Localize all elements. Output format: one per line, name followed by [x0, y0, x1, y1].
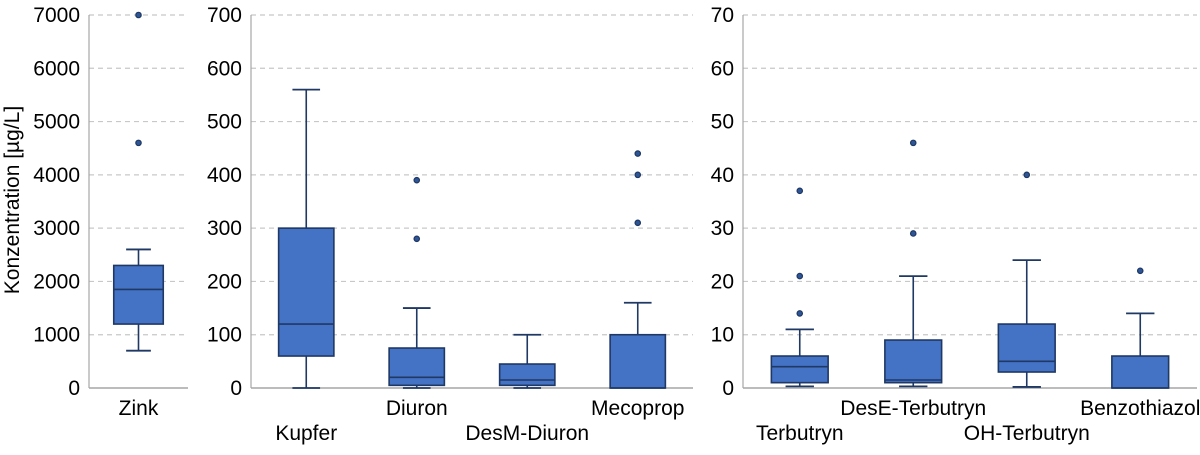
- panel-zink: 0 1000 2000 3000 4000 5000 6000 7000 Zink: [33, 4, 188, 420]
- y-tick-label: 30: [711, 217, 734, 240]
- y-tick-label: 500: [207, 111, 242, 134]
- outlier-point: [135, 139, 142, 147]
- box-series-zink: Zink: [112, 11, 165, 420]
- y-tick-label: 70: [711, 4, 734, 27]
- iqr-box: [277, 227, 335, 357]
- outlier-point: [796, 272, 804, 280]
- y-tick-label: 60: [711, 57, 734, 80]
- outlier-point: [796, 310, 804, 317]
- outlier-point: [413, 235, 421, 243]
- category-label: Benzothiazol: [1080, 397, 1200, 420]
- category-label: Kupfer: [275, 422, 337, 445]
- outlier-point: [909, 230, 917, 237]
- outlier-point: [634, 150, 642, 157]
- box-series-desm-diuron: DesM-Diuron: [465, 333, 589, 445]
- box-series-benzothiazol: Benzothiazol: [1080, 267, 1200, 420]
- y-tick-label: 0: [68, 377, 80, 400]
- category-label: Zink: [119, 397, 159, 420]
- box-series-kupfer: Kupfer: [275, 88, 337, 445]
- y-tick-label: 0: [230, 377, 242, 400]
- y-tick-label: 7000: [33, 4, 80, 27]
- outlier-point: [135, 11, 142, 19]
- iqr-box: [388, 347, 446, 387]
- box-series-dese-terbutryn: DesE-Terbutryn: [840, 139, 986, 420]
- iqr-box: [498, 363, 556, 387]
- outlier-point: [1136, 267, 1144, 275]
- box-series-oh-terbutryn: OH-Terbutryn: [964, 171, 1090, 445]
- outlier-point: [634, 171, 642, 179]
- iqr-box: [884, 339, 943, 384]
- y-tick-label: 4000: [33, 164, 80, 187]
- category-label: Diuron: [386, 397, 448, 420]
- box-series-mecoprop: Mecoprop: [591, 150, 684, 420]
- category-label: Terbutryn: [756, 422, 844, 445]
- box-series-terbutryn: Terbutryn: [756, 187, 844, 445]
- outlier-point: [634, 219, 642, 227]
- category-label: DesM-Diuron: [465, 422, 589, 445]
- y-tick-label: 50: [711, 111, 734, 134]
- y-tick-label: 10: [711, 324, 734, 347]
- y-tick-label: 2000: [33, 270, 80, 293]
- iqr-box: [112, 264, 165, 325]
- outlier-point: [1023, 171, 1031, 179]
- y-tick-label: 600: [207, 57, 242, 80]
- category-label: Mecoprop: [591, 397, 684, 420]
- y-tick-label: 3000: [33, 217, 80, 240]
- panel-metals-herbicides: 0 100 200 300 400 500 600 700 Kupfer Diuron DesM-D…: [207, 4, 693, 445]
- outlier-point: [909, 139, 917, 147]
- panel-terbutryn-group: 0 10 20 30 40 50 60 70 TerbutrynDesE-TerbutrynOH…: [711, 4, 1200, 445]
- y-tick-label: 5000: [33, 111, 80, 134]
- y-tick-label: 0: [722, 377, 734, 400]
- y-tick-label: 20: [711, 270, 734, 293]
- y-tick-label: 300: [207, 217, 242, 240]
- iqr-box: [609, 333, 667, 389]
- y-axis-title: Konzentration [µg/L]: [1, 105, 24, 295]
- y-tick-label: 40: [711, 164, 734, 187]
- y-tick-label: 700: [207, 4, 242, 27]
- outlier-point: [413, 176, 421, 184]
- y-tick-label: 100: [207, 324, 242, 347]
- y-tick-label: 6000: [33, 57, 80, 80]
- box-series-diuron: Diuron: [386, 176, 448, 420]
- iqr-box: [1111, 355, 1170, 389]
- iqr-box: [770, 355, 829, 384]
- category-label: DesE-Terbutryn: [840, 397, 986, 420]
- y-tick-label: 1000: [33, 324, 80, 347]
- y-tick-label: 400: [207, 164, 242, 187]
- category-label: OH-Terbutryn: [964, 422, 1090, 445]
- iqr-box: [997, 323, 1056, 373]
- y-tick-label: 200: [207, 270, 242, 293]
- outlier-point: [796, 187, 804, 195]
